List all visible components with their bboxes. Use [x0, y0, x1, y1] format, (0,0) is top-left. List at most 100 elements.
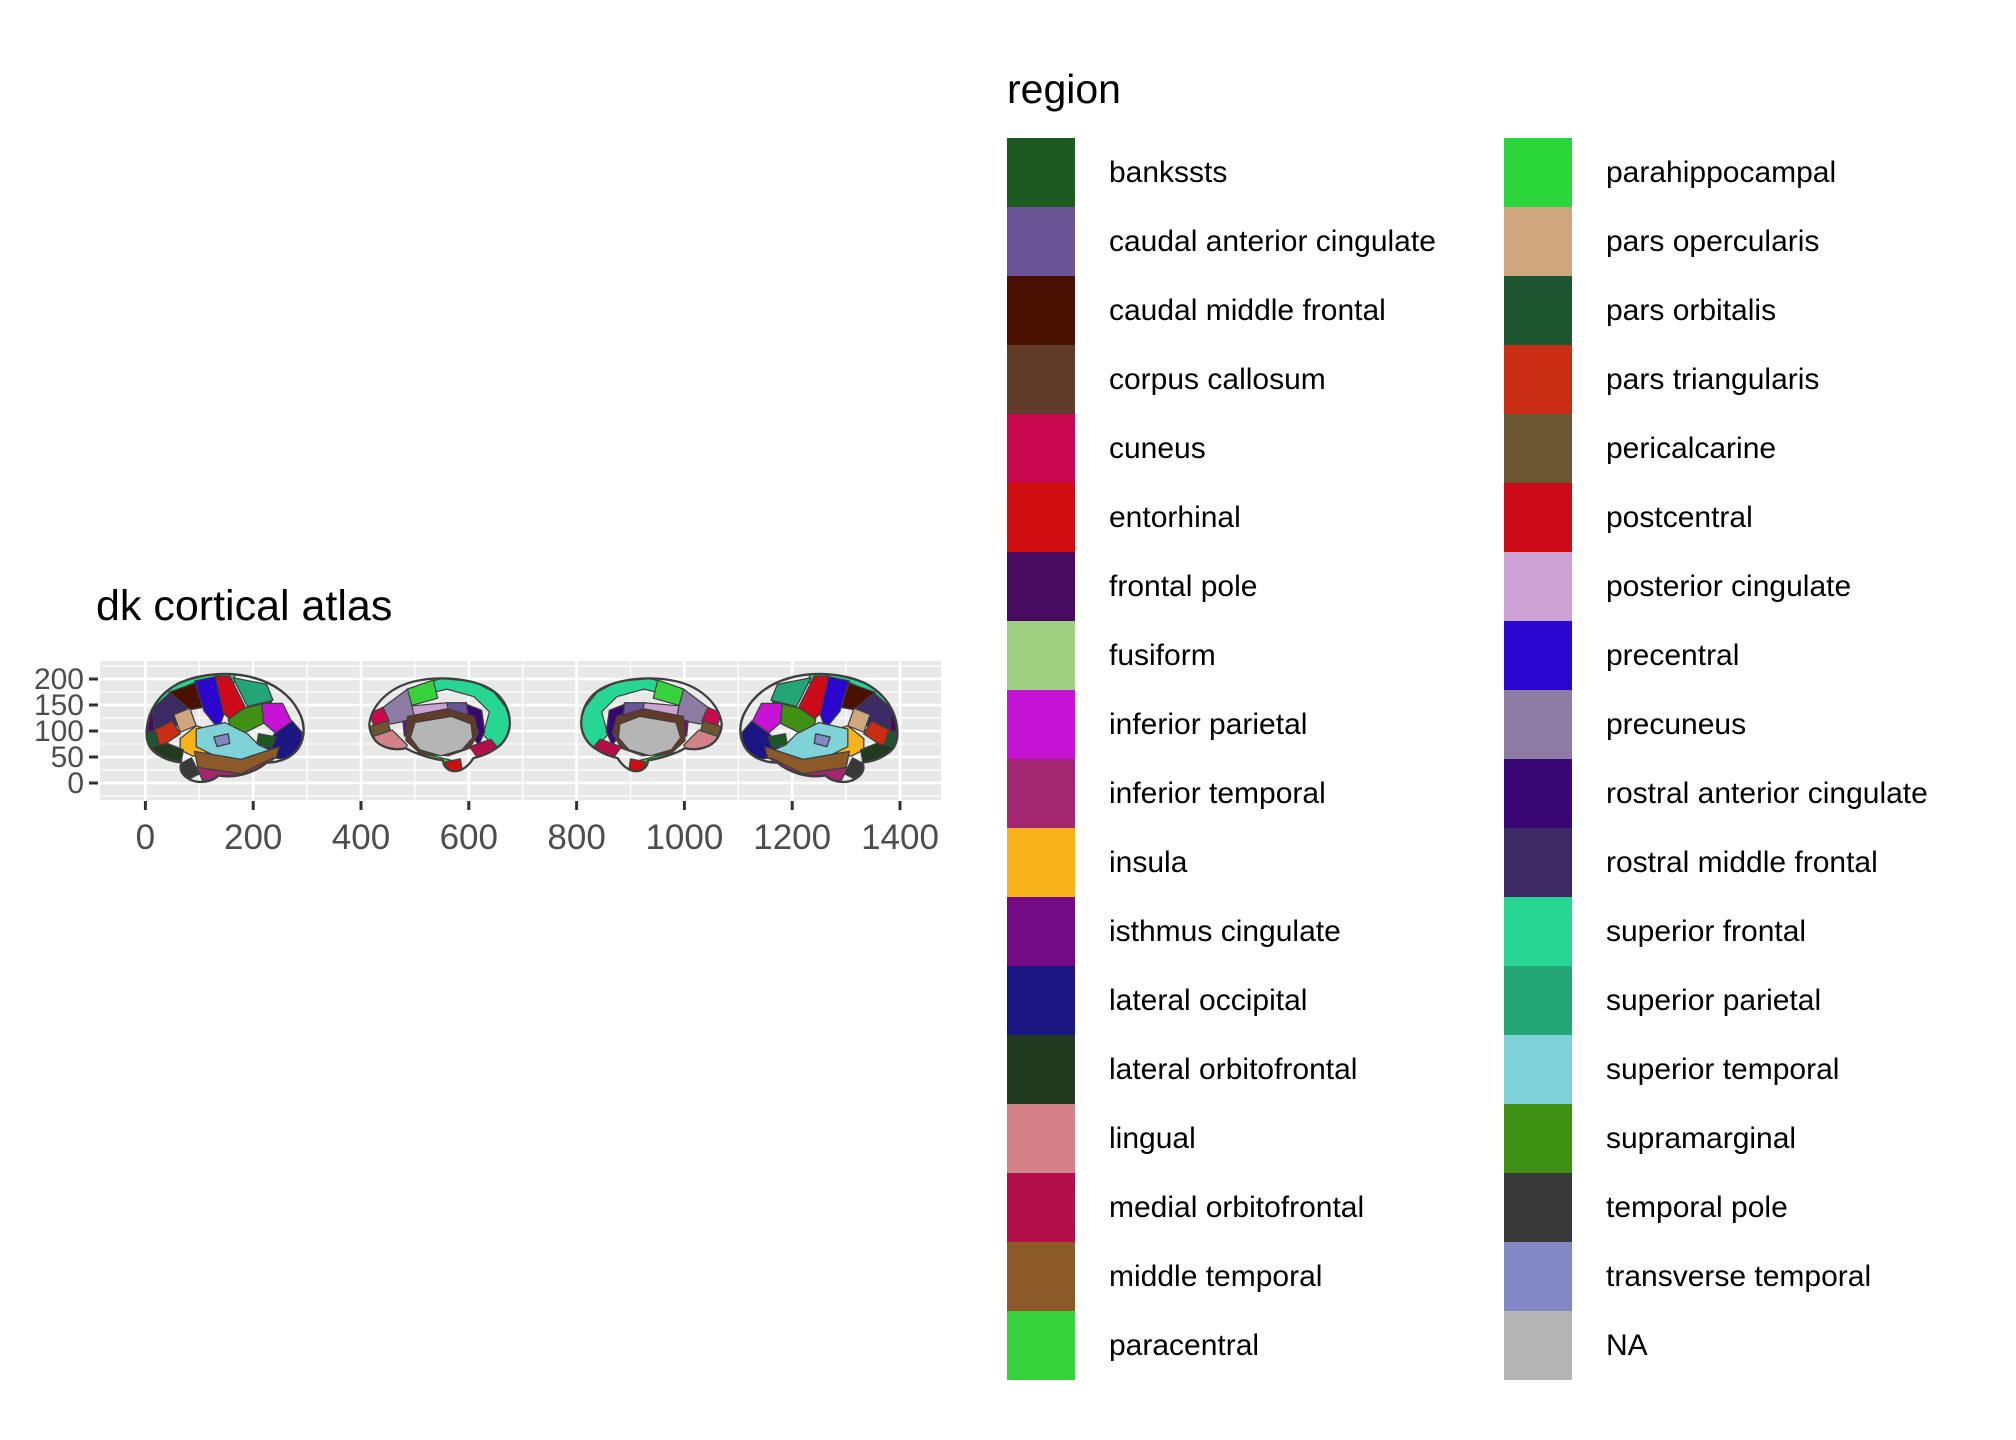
brain-view-right-lateral	[739, 672, 899, 784]
legend-item-parahippocampal: parahippocampal	[1504, 138, 1928, 207]
legend-item-cuneus: cuneus	[1007, 414, 1436, 483]
legend-swatch-paracentral	[1007, 1311, 1075, 1380]
legend-swatch-pericalcarine	[1504, 414, 1572, 483]
legend-item-bankssts: bankssts	[1007, 138, 1436, 207]
legend-label: precentral	[1606, 638, 1740, 672]
legend-swatch-bankssts	[1007, 138, 1075, 207]
legend-item-pars-orbitalis: pars orbitalis	[1504, 276, 1928, 345]
region-transverse-temporal	[813, 733, 831, 748]
legend-column-1: bankssts caudal anterior cingulate caudal …	[1007, 138, 1436, 1380]
legend-column-2: parahippocampal pars opercularis pars orbi…	[1504, 138, 1928, 1380]
brain-view-left-lateral-regions	[146, 673, 303, 782]
y-tick-label: 50	[51, 741, 84, 774]
legend-label: paracentral	[1109, 1328, 1260, 1362]
legend-item-entorhinal: entorhinal	[1007, 483, 1436, 552]
region-bankssts	[256, 733, 277, 749]
region-na	[617, 715, 682, 757]
legend-item-paracentral: paracentral	[1007, 1311, 1436, 1380]
legend-label: pars triangularis	[1606, 362, 1820, 396]
legend-item-na: NA	[1504, 1311, 1928, 1380]
legend-swatch-medial-orbitofrontal	[1007, 1173, 1075, 1242]
legend-item-superior-temporal: superior temporal	[1504, 1035, 1928, 1104]
legend-swatch-rostral-middle-frontal	[1504, 828, 1572, 897]
y-tick-label: 200	[34, 663, 84, 696]
legend-swatch-inferior-parietal	[1007, 690, 1075, 759]
legend-swatch-precentral	[1504, 621, 1572, 690]
legend-label: precuneus	[1606, 707, 1747, 741]
legend-label: parahippocampal	[1606, 155, 1837, 189]
legend-swatch-corpus-callosum	[1007, 345, 1075, 414]
legend-item-rostral-middle-frontal: rostral middle frontal	[1504, 828, 1928, 897]
legend-label: pericalcarine	[1606, 431, 1777, 465]
legend-item-rostral-anterior-cingulate: rostral anterior cingulate	[1504, 759, 1928, 828]
brain-view-left-lateral	[145, 672, 305, 784]
legend-swatch-supramarginal	[1504, 1104, 1572, 1173]
region-pars-opercularis	[173, 707, 197, 733]
legend-swatch-temporal-pole	[1504, 1173, 1572, 1242]
legend-item-medial-orbitofrontal: medial orbitofrontal	[1007, 1173, 1436, 1242]
legend-label: lingual	[1109, 1121, 1196, 1155]
legend-label: fusiform	[1109, 638, 1216, 672]
region-superior-parietal	[232, 677, 274, 708]
legend-swatch-frontal-pole	[1007, 552, 1075, 621]
legend-label: lateral orbitofrontal	[1109, 1052, 1358, 1086]
legend-item-lateral-occipital: lateral occipital	[1007, 966, 1436, 1035]
region-na	[409, 715, 474, 757]
legend-item-postcentral: postcentral	[1504, 483, 1928, 552]
legend-item-fusiform: fusiform	[1007, 621, 1436, 690]
legend-swatch-na	[1504, 1311, 1572, 1380]
legend-label: insula	[1109, 845, 1188, 879]
legend-label: superior parietal	[1606, 983, 1822, 1017]
legend-label: middle temporal	[1109, 1259, 1323, 1293]
legend-label: frontal pole	[1109, 569, 1258, 603]
legend-item-pars-opercularis: pars opercularis	[1504, 207, 1928, 276]
legend-label: transverse temporal	[1606, 1259, 1872, 1293]
legend-label: superior frontal	[1606, 914, 1807, 948]
legend-item-precentral: precentral	[1504, 621, 1928, 690]
legend-item-lateral-orbitofrontal: lateral orbitofrontal	[1007, 1035, 1436, 1104]
region-precentral	[193, 675, 226, 730]
legend-label: medial orbitofrontal	[1109, 1190, 1365, 1224]
legend-item-frontal-pole: frontal pole	[1007, 552, 1436, 621]
region-superior-parietal	[770, 677, 812, 708]
legend-title: region	[1007, 66, 1121, 112]
region-pars-opercularis	[847, 707, 871, 733]
legend-swatch-caudal-middle-frontal	[1007, 276, 1075, 345]
legend-label: caudal anterior cingulate	[1109, 224, 1436, 258]
brain-view-right-medial-outline	[580, 677, 723, 773]
legend-swatch-cuneus	[1007, 414, 1075, 483]
legend-label: superior temporal	[1606, 1052, 1840, 1086]
y-tick-label: 150	[34, 689, 84, 722]
legend-item-supramarginal: supramarginal	[1504, 1104, 1928, 1173]
plot-title: dk cortical atlas	[96, 582, 393, 630]
legend-item-precuneus: precuneus	[1504, 690, 1928, 759]
legend-label: corpus callosum	[1109, 362, 1326, 396]
legend-swatch-pars-opercularis	[1504, 207, 1572, 276]
legend-swatch-superior-temporal	[1504, 1035, 1572, 1104]
legend-item-superior-frontal: superior frontal	[1504, 897, 1928, 966]
x-tick-label: 600	[440, 818, 498, 857]
legend-swatch-entorhinal	[1007, 483, 1075, 552]
legend-item-temporal-pole: temporal pole	[1504, 1173, 1928, 1242]
legend-label: inferior temporal	[1109, 776, 1326, 810]
legend-label: bankssts	[1109, 155, 1228, 189]
legend-item-inferior-temporal: inferior temporal	[1007, 759, 1436, 828]
legend-swatch-fusiform	[1007, 621, 1075, 690]
legend-swatch-inferior-temporal	[1007, 759, 1075, 828]
legend-label: postcentral	[1606, 500, 1753, 534]
legend-label: NA	[1606, 1328, 1648, 1362]
legend-item-pars-triangularis: pars triangularis	[1504, 345, 1928, 414]
legend-swatch-pars-triangularis	[1504, 345, 1572, 414]
region-precentral	[818, 675, 851, 730]
legend-item-pericalcarine: pericalcarine	[1504, 414, 1928, 483]
x-tick-label: 1200	[753, 818, 831, 857]
legend-item-superior-parietal: superior parietal	[1504, 966, 1928, 1035]
y-tick-label: 100	[34, 715, 84, 748]
legend-item-caudal-anterior-cingulate: caudal anterior cingulate	[1007, 207, 1436, 276]
y-tick-label: 0	[67, 767, 84, 800]
legend-item-transverse-temporal: transverse temporal	[1504, 1242, 1928, 1311]
legend-label: isthmus cingulate	[1109, 914, 1341, 948]
legend-item-corpus-callosum: corpus callosum	[1007, 345, 1436, 414]
legend-item-middle-temporal: middle temporal	[1007, 1242, 1436, 1311]
